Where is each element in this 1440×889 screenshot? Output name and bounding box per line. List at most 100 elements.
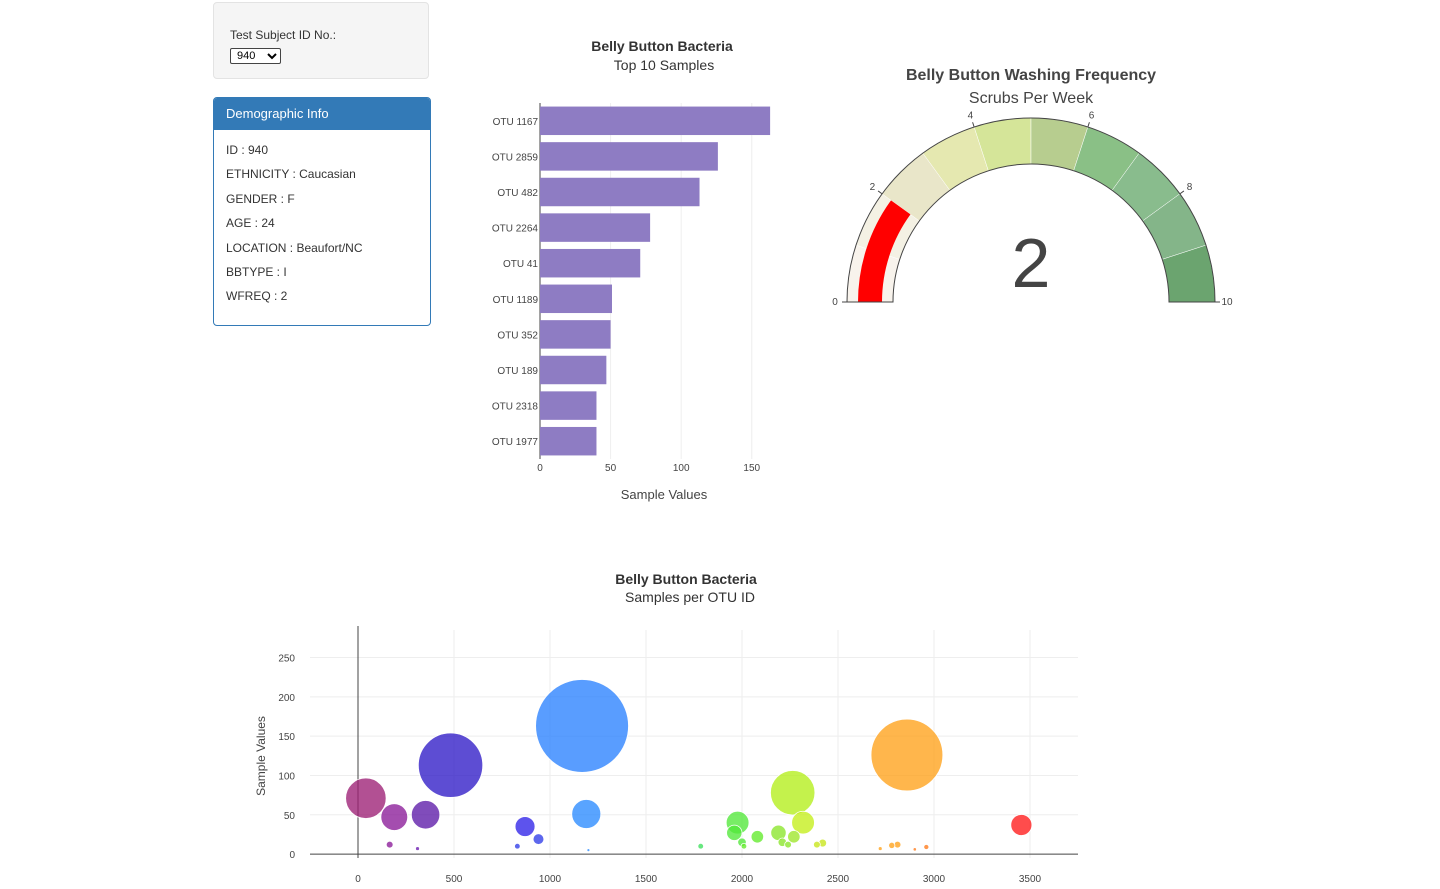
bar-y-tick-label: OTU 1977 [492, 437, 539, 448]
bar-y-tick-label: OTU 189 [497, 366, 538, 377]
bubble-chart-title: Belly Button Bacteria [615, 571, 757, 587]
bar-mark [540, 142, 718, 171]
subject-selector-label: Test Subject ID No.: [230, 28, 337, 42]
bubble-y-tick-label: 50 [284, 811, 296, 822]
bar-mark [540, 426, 597, 456]
bar-mark [540, 284, 612, 314]
demographic-row: LOCATION : Beaufort/NC [226, 240, 363, 255]
bubble-point [791, 810, 815, 835]
gauge-title: Belly Button Washing Frequency [906, 67, 1156, 84]
bar-x-tick-label: 0 [537, 463, 543, 474]
bar-x-tick-label: 100 [673, 463, 690, 474]
gauge-tick [1087, 122, 1090, 128]
bar-mark [540, 355, 607, 385]
bar-y-tick-label: OTU 2859 [492, 152, 539, 163]
bar-y-tick-label: OTU 1167 [493, 117, 539, 128]
bubble-y-tick-label: 150 [278, 732, 295, 743]
wash-frequency-gauge: Belly Button Washing Frequency Scrubs Per… [832, 67, 1233, 308]
bubble-point [870, 718, 944, 792]
bubble-point [787, 830, 801, 844]
bubble-chart-subtitle: Samples per OTU ID [625, 589, 755, 605]
bubble-point [532, 833, 545, 845]
bubble-y-tick-label: 100 [278, 771, 295, 782]
demographic-panel-body: ID : 940 ETHNICITY : Caucasian GENDER : F A… [214, 130, 430, 309]
bubble-point [415, 846, 420, 851]
bubble-point [770, 770, 816, 816]
bar-mark [540, 213, 651, 242]
bubble-point [726, 824, 743, 841]
bar-y-tick-label: OTU 2264 [492, 224, 539, 235]
bar-y-tick-label: OTU 2318 [492, 402, 539, 413]
bubble-x-tick-label: 1000 [539, 874, 562, 885]
bubble-x-tick-label: 2000 [731, 874, 754, 885]
bubble-point [923, 844, 930, 850]
gauge-tick-label: 4 [968, 111, 974, 122]
demographic-row: ID : 940 [226, 143, 269, 157]
gauge-value-bar [858, 200, 911, 302]
bubble-x-tick-label: 3500 [1019, 874, 1042, 885]
bubble-x-tick-label: 500 [446, 874, 463, 885]
bubble-point [877, 846, 883, 851]
bubble-point [514, 842, 521, 850]
gauge-tick-label: 10 [1221, 297, 1233, 308]
bubble-point [385, 840, 394, 849]
bubble-point [912, 847, 917, 852]
gauge-tick-label: 2 [870, 182, 876, 193]
bubble-point [345, 777, 387, 819]
bubble-x-tick-label: 2500 [827, 874, 850, 885]
bar-mark [540, 248, 641, 278]
bubble-x-tick-label: 3000 [923, 874, 946, 885]
gauge-outline [846, 117, 1216, 303]
bubble-point [417, 732, 484, 798]
bar-y-tick-label: OTU 1189 [493, 295, 539, 306]
demographic-row: ETHNICITY : Caucasian [226, 167, 356, 182]
bar-mark [540, 391, 597, 420]
gauge-tick [972, 122, 975, 128]
bubble-point [813, 840, 821, 849]
bubble-y-tick-label: 250 [278, 654, 295, 665]
bubble-y-tick-label: 0 [289, 850, 295, 861]
bar-y-tick-label: OTU 482 [497, 188, 538, 199]
gauge-tick [877, 190, 883, 195]
bubble-point [586, 848, 591, 853]
bubble-point [514, 816, 536, 837]
bubble-point [535, 679, 629, 773]
bar-x-tick-label: 50 [605, 463, 617, 474]
bar-chart-subtitle: Top 10 Samples [614, 57, 714, 73]
bar-mark [540, 106, 771, 136]
bubble-point [571, 799, 602, 829]
bar-x-tick-label: 150 [743, 463, 760, 474]
bar-y-tick-label: OTU 352 [497, 330, 538, 341]
bubble-point [410, 800, 441, 830]
bubble-point [697, 842, 704, 850]
subject-selector-well: Test Subject ID No.: 940 [213, 2, 429, 79]
bubble-x-tick-label: 0 [355, 874, 361, 885]
bubble-point [740, 842, 748, 850]
gauge-tick-label: 8 [1187, 182, 1193, 193]
bubble-x-tick-label: 1500 [635, 874, 658, 885]
demographic-row: WFREQ : 2 [226, 289, 288, 304]
bubble-y-axis-title: Sample Values [254, 716, 268, 796]
demographic-row: GENDER : F [226, 191, 295, 206]
gauge-tick-label: 0 [832, 297, 838, 308]
demographic-panel: Demographic Info ID : 940 ETHNICITY : Cau… [213, 97, 431, 326]
demographic-row: BBTYPE : I [226, 264, 287, 279]
bar-x-axis-title: Sample Values [621, 487, 708, 502]
gauge-tick-label: 6 [1089, 111, 1095, 122]
bubble-point [888, 841, 896, 849]
bar-y-tick-label: OTU 41 [503, 259, 538, 270]
top10-bar-chart: Belly Button Bacteria Top 10 Samples 0 50 10… [492, 38, 771, 502]
bubble-y-tick-label: 200 [278, 693, 295, 704]
bar-mark [540, 177, 700, 207]
gauge-subtitle: Scrubs Per Week [969, 90, 1094, 107]
bubble-point [784, 840, 792, 849]
subject-id-select[interactable]: 940 [230, 48, 281, 64]
demographic-panel-header: Demographic Info [214, 98, 430, 130]
bubble-point [750, 830, 765, 844]
gauge-tick [1179, 190, 1185, 195]
bubble-point [380, 803, 409, 831]
gauge-value-number: 2 [1012, 224, 1051, 302]
bubble-point [1010, 814, 1033, 836]
bar-chart-title: Belly Button Bacteria [591, 38, 733, 54]
bar-mark [540, 320, 611, 349]
